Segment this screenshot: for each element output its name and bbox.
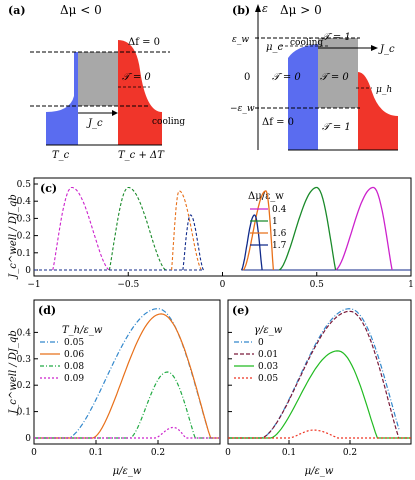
legend-label-1.7: 1.7 [272, 241, 287, 251]
legend-label-1: 1 [272, 217, 278, 227]
chart-e: (e) γ/ε_w 0 0.1 0.2 0 0.01 0.03 0.05 μ/ε_w [225, 299, 412, 477]
y-tick-label: 0 [25, 266, 31, 276]
schematic-a: (a) Δμ < 0 Δf = 0 𝒯 = 0 cooling J_c T_c … [8, 3, 185, 161]
current-label-a: J_c [86, 118, 103, 129]
hot-reservoir-b [358, 72, 398, 150]
x-tick-label: 0 [225, 448, 231, 458]
x-tick-label: 0.1 [89, 448, 103, 458]
mu-h-label: μ_h [376, 85, 392, 95]
curve-0.03 [228, 350, 411, 439]
panel-b-tag: (b) [232, 4, 250, 17]
eps-w-label: ε_w [232, 35, 249, 45]
transmission-label-a: 𝒯 = 0 [122, 72, 151, 83]
transmission-mid-label: 𝒯 = 0 [320, 72, 349, 83]
curve-negative-0.4 [52, 186, 110, 271]
curve-negative-1.7 [182, 214, 205, 271]
curve-0.01 [228, 310, 411, 439]
energy-axis-label: ε [262, 2, 268, 15]
panel-b-title: Δμ > 0 [280, 3, 322, 17]
mu-c-label: μ_c [266, 42, 283, 53]
curve-0.09 [34, 426, 220, 439]
x-tick-label: 0.2 [343, 448, 357, 458]
cold-temp-label: T_c [52, 150, 70, 161]
chart-e-tag: (e) [232, 304, 249, 317]
curve-positive-1.7 [240, 214, 263, 271]
legend-label-0.01: 0.01 [258, 350, 278, 360]
zero-label: 0 [244, 72, 250, 83]
chart-c-legend-title: Δμ/ε_w [248, 191, 284, 202]
legend-label-0.03: 0.03 [258, 362, 278, 372]
curve-negative-1.6 [171, 190, 202, 271]
panel-a-title: Δμ < 0 [60, 3, 102, 17]
legend-label-0.06: 0.06 [64, 350, 84, 360]
energy-gap-a [78, 52, 118, 106]
legend-label-0: 0 [258, 338, 264, 348]
curve-0.08 [34, 371, 220, 439]
legend-label-0.05: 0.05 [64, 338, 84, 348]
y-tick-label: 0.2 [17, 381, 31, 391]
chart-d-ylabel: J_c^well / DJ_qb [8, 330, 19, 415]
y-tick-label: 0.2 [17, 232, 31, 242]
legend-label-1.6: 1.6 [272, 229, 287, 239]
curve-0.06 [34, 313, 220, 439]
transmission-left-label: 𝒯 = 0 [272, 72, 301, 83]
x-tick-label: −1 [27, 280, 40, 290]
y-tick-label: 0.1 [17, 408, 31, 418]
chart-e-xlabel: μ/ε_w [305, 466, 334, 477]
x-tick-label: 0 [31, 448, 37, 458]
schematic-b: (b) Δμ > 0 ε ε_w μ_c 0 −ε_w cooling 𝒯 = … [230, 2, 398, 151]
cooling-label-b: cooling [290, 38, 323, 48]
y-tick-label: 0.3 [17, 355, 32, 365]
delta-f-label-a: Δf = 0 [128, 37, 160, 48]
hot-temp-label: T_c + ΔT [118, 150, 165, 161]
y-tick-label: 0.3 [17, 214, 32, 224]
x-tick-label: 0.5 [310, 280, 325, 290]
x-tick-label: 0.1 [282, 448, 296, 458]
hot-reservoir-a [118, 40, 162, 145]
chart-c-tag: (c) [40, 182, 57, 195]
legend-label-0.09: 0.09 [64, 374, 84, 384]
y-tick-label: 0.4 [17, 197, 32, 207]
x-tick-label: −0.5 [117, 280, 139, 290]
neg-eps-w-label: −ε_w [230, 104, 255, 114]
curve-negative-1 [108, 186, 167, 271]
chart-c-frame [33, 177, 412, 277]
delta-f-label-b: Δf = 0 [262, 117, 294, 128]
cooling-label-a: cooling [152, 117, 185, 127]
x-tick-label: 0.2 [151, 448, 165, 458]
curve-positive-1 [278, 186, 337, 271]
chart-d: (d) T_h/ε_w 0 0.1 0.2 0 0.1 0.2 0.3 0.4 0.05 0.0… [17, 299, 221, 477]
panel-a-tag: (a) [8, 4, 26, 17]
transmission-top-label: 𝒯 = 1 [322, 32, 351, 43]
chart-d-legend-title: T_h/ε_w [62, 325, 103, 336]
y-tick-label: 0 [25, 434, 31, 444]
curve-positive-1.6 [242, 190, 275, 271]
curve-0 [228, 308, 400, 439]
gap-band-b [318, 38, 358, 108]
chart-d-xlabel: μ/ε_w [113, 466, 142, 477]
current-label-b: J_c [378, 44, 395, 55]
chart-e-legend-title: γ/ε_w [254, 325, 283, 336]
y-tick-label: 0.1 [17, 249, 31, 259]
x-tick-label: 1 [408, 280, 414, 290]
chart-d-frame [33, 299, 221, 445]
chart-c-ylabel: J_c^well / DJ_qb [8, 194, 19, 279]
y-tick-label: 0.5 [17, 180, 32, 190]
legend-label-0.05: 0.05 [258, 374, 278, 384]
curve-positive-0.4 [335, 186, 393, 271]
x-tick-label: 0 [220, 280, 226, 290]
curve-0.05 [34, 308, 209, 439]
chart-d-tag: (d) [38, 304, 56, 317]
legend-label-0.08: 0.08 [64, 362, 84, 372]
legend-label-0.4: 0.4 [272, 205, 287, 215]
curve-0.05 [228, 429, 411, 439]
chart-c: (c) Δμ/ε_w −1 −0.5 0 0.5 1 0 0.1 0.2 0.3 0.4 0.5 0… [17, 177, 414, 290]
cold-reservoir-a [46, 52, 78, 145]
y-tick-label: 0.4 [17, 328, 32, 338]
cold-reservoir-b [288, 44, 318, 150]
chart-e-frame [227, 299, 412, 445]
transmission-bottom-label: 𝒯 = 1 [322, 122, 351, 133]
